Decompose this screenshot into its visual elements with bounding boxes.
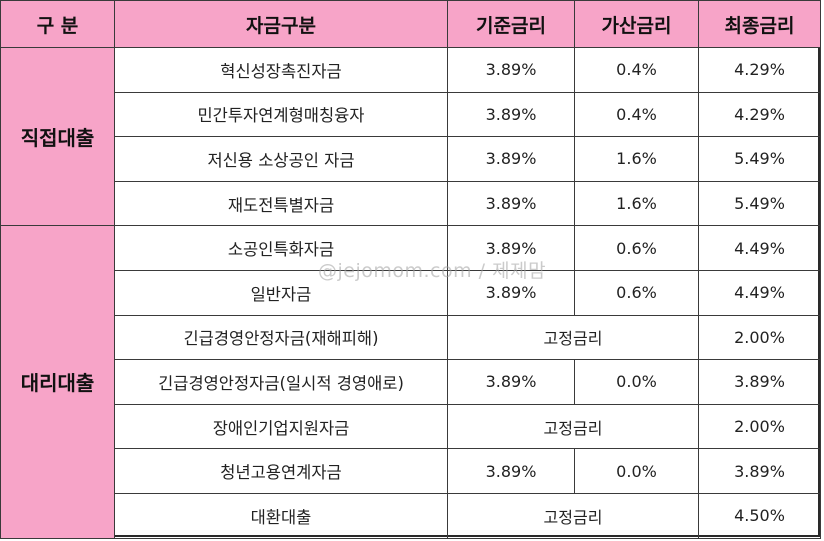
table-row: 긴급경영안정자금(재해피해) 고정금리 2.00%: [1, 314, 821, 361]
group-agency-loan: 대리대출: [0, 225, 115, 539]
final-rate: 3.89%: [698, 359, 821, 405]
base-rate: 3.89%: [447, 180, 575, 227]
fund-name: 청년고용연계자금: [114, 448, 448, 494]
table-row: 재도전특별자금 3.89% 1.6% 5.49%: [1, 180, 821, 227]
final-rate: 2.00%: [698, 314, 821, 361]
fixed-rate: 고정금리: [447, 314, 699, 361]
fund-name: 재도전특별자금: [114, 180, 448, 227]
header-final-rate: 최종금리: [698, 0, 821, 48]
header-category: 구 분: [0, 0, 115, 48]
added-rate: 0.4%: [574, 47, 699, 93]
base-rate: 3.89%: [447, 225, 575, 271]
added-rate: 1.6%: [574, 180, 699, 227]
final-rate: 4.50%: [698, 492, 821, 539]
table-row: 민간투자연계형매칭융자 3.89% 0.4% 4.29%: [1, 91, 821, 138]
table-row: 청년고용연계자금 3.89% 0.0% 3.89%: [1, 448, 821, 494]
table-row: 저신용 소상공인 자금 3.89% 1.6% 5.49%: [1, 136, 821, 182]
fund-name: 소공인특화자금: [114, 225, 448, 271]
final-rate: 5.49%: [698, 180, 821, 227]
base-rate: 3.89%: [447, 359, 575, 405]
table-row: 장애인기업지원자금 고정금리 2.00%: [1, 403, 821, 450]
header-added-rate: 가산금리: [574, 0, 699, 48]
base-rate: 3.89%: [447, 47, 575, 93]
fund-name: 긴급경영안정자금(일시적 경영애로): [114, 359, 448, 405]
fund-name: 긴급경영안정자금(재해피해): [114, 314, 448, 361]
added-rate: 0.0%: [574, 359, 699, 405]
added-rate: 0.6%: [574, 225, 699, 271]
fund-name: 일반자금: [114, 269, 448, 316]
final-rate: 3.89%: [698, 448, 821, 494]
table-row: 긴급경영안정자금(일시적 경영애로) 3.89% 0.0% 3.89%: [1, 359, 821, 405]
base-rate: 3.89%: [447, 448, 575, 494]
table-row: 일반자금 3.89% 0.6% 4.49%: [1, 269, 821, 316]
final-rate: 2.00%: [698, 403, 821, 450]
header-base-rate: 기준금리: [447, 0, 575, 48]
final-rate: 4.49%: [698, 269, 821, 316]
fund-name: 대환대출: [114, 492, 448, 539]
header-fund-type: 자금구분: [114, 0, 448, 48]
added-rate: 1.6%: [574, 136, 699, 182]
table-row: 대환대출 고정금리 4.50%: [1, 492, 821, 539]
final-rate: 4.29%: [698, 91, 821, 138]
base-rate: 3.89%: [447, 269, 575, 316]
added-rate: 0.0%: [574, 448, 699, 494]
final-rate: 4.29%: [698, 47, 821, 93]
added-rate: 0.6%: [574, 269, 699, 316]
fund-name: 장애인기업지원자금: [114, 403, 448, 450]
final-rate: 5.49%: [698, 136, 821, 182]
base-rate: 3.89%: [447, 91, 575, 138]
table-row: 직접대출 혁신성장촉진자금 3.89% 0.4% 4.29%: [0, 46, 821, 227]
fund-name: 저신용 소상공인 자금: [114, 136, 448, 182]
header-row: 구 분 자금구분 기준금리 가산금리 최종금리: [0, 0, 821, 48]
table-row: 대리대출 소공인특화자금 3.89% 0.6% 4.49%: [0, 225, 821, 539]
added-rate: 0.4%: [574, 91, 699, 138]
final-rate: 4.49%: [698, 225, 821, 271]
group-direct-loan: 직접대출: [0, 46, 115, 227]
base-rate: 3.89%: [447, 136, 575, 182]
fixed-rate: 고정금리: [447, 403, 699, 450]
fixed-rate: 고정금리: [447, 492, 699, 539]
fund-name: 민간투자연계형매칭융자: [114, 91, 448, 138]
fund-name: 혁신성장촉진자금: [114, 47, 448, 93]
